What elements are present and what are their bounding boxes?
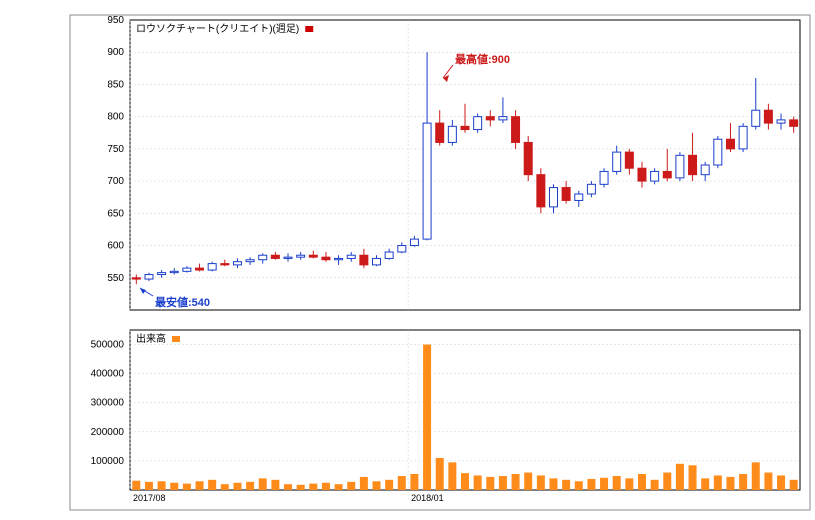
svg-text:900: 900 [107, 47, 124, 58]
svg-text:600: 600 [107, 241, 124, 252]
svg-text:最高値:900: 最高値:900 [455, 52, 510, 66]
svg-text:最安値:540: 最安値:540 [155, 295, 210, 309]
svg-text:300000: 300000 [91, 398, 125, 409]
svg-text:出来高: 出来高 [136, 332, 166, 345]
svg-text:950: 950 [107, 15, 124, 26]
svg-text:100000: 100000 [91, 456, 125, 467]
candlestick-chart: 550 600 650 700 750 800 850 900 950 ロウソクチャート(クリエイ… [0, 0, 815, 520]
svg-text:400000: 400000 [91, 369, 125, 380]
chart-svg: 550 600 650 700 750 800 850 900 950 ロウソクチャート(クリエイ… [0, 0, 815, 520]
svg-text:2017/08: 2017/08 [133, 493, 166, 503]
svg-text:200000: 200000 [91, 427, 125, 438]
svg-text:550: 550 [107, 273, 124, 284]
svg-text:500000: 500000 [91, 340, 125, 351]
svg-text:700: 700 [107, 176, 124, 187]
svg-text:750: 750 [107, 144, 124, 155]
svg-text:800: 800 [107, 112, 124, 123]
svg-text:ロウソクチャート(クリエイト)(週足): ロウソクチャート(クリエイト)(週足) [136, 23, 299, 35]
svg-text:2018/01: 2018/01 [411, 493, 444, 503]
svg-text:850: 850 [107, 79, 124, 90]
svg-text:650: 650 [107, 208, 124, 219]
